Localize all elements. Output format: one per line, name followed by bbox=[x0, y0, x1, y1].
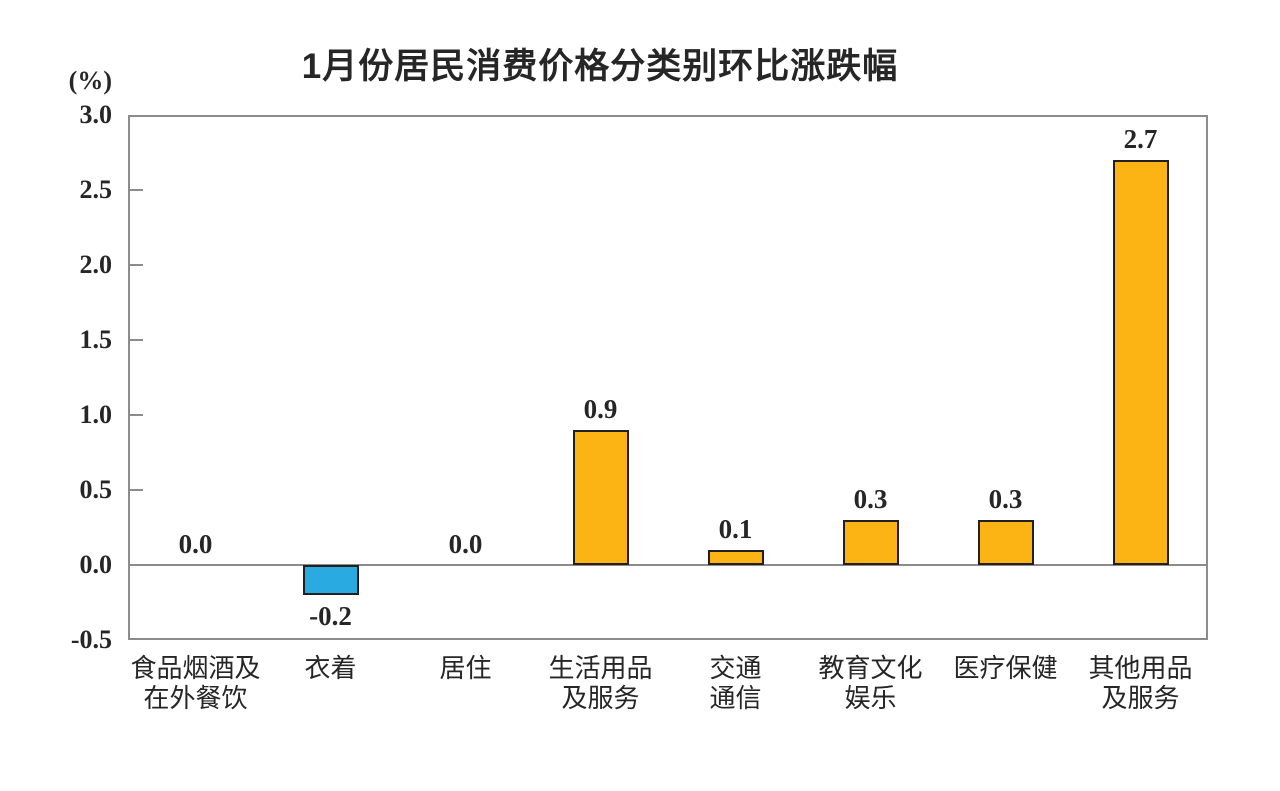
category-label-line: 食品烟酒及 bbox=[130, 654, 261, 683]
category-label-4: 生活用品 及服务 bbox=[531, 654, 670, 714]
value-label-5: 0.1 bbox=[718, 514, 753, 544]
category-label-line: 衣着 bbox=[304, 654, 357, 683]
category-label-7: 医疗保健 bbox=[936, 654, 1075, 684]
bar-5 bbox=[707, 550, 764, 565]
bar-4 bbox=[572, 430, 629, 565]
y-axis-tick-label: -0.5 bbox=[70, 625, 112, 654]
zero-baseline bbox=[128, 564, 1208, 566]
y-axis-tick-mark bbox=[130, 264, 143, 266]
y-axis-unit-label: (%) bbox=[68, 66, 112, 95]
y-axis-tick-label: 1.0 bbox=[79, 400, 113, 429]
y-axis-tick-label: 0.5 bbox=[79, 475, 113, 504]
bar-6 bbox=[842, 520, 899, 565]
category-label-3: 居住 bbox=[396, 654, 535, 684]
y-axis-tick-mark bbox=[130, 189, 143, 191]
category-label-line: 医疗保健 bbox=[953, 654, 1058, 683]
y-axis-tick-label: 2.0 bbox=[79, 250, 113, 279]
value-label-3: 0.0 bbox=[448, 529, 483, 559]
y-axis-tick-label: 1.5 bbox=[79, 325, 113, 354]
bar-2 bbox=[302, 565, 359, 595]
y-axis-tick-mark bbox=[130, 414, 143, 416]
category-label-6: 教育文化 娱乐 bbox=[801, 654, 940, 714]
category-label-line: 娱乐 bbox=[844, 684, 897, 713]
category-label-5: 交通 通信 bbox=[666, 654, 805, 714]
category-label-line: 及服务 bbox=[1101, 684, 1180, 713]
value-label-6: 0.3 bbox=[853, 484, 888, 514]
category-label-2: 衣着 bbox=[261, 654, 400, 684]
bar-8 bbox=[1112, 160, 1169, 565]
plot-area bbox=[128, 115, 1208, 640]
bar-7 bbox=[977, 520, 1034, 565]
value-label-7: 0.3 bbox=[988, 484, 1023, 514]
category-label-line: 生活用品 bbox=[548, 654, 653, 683]
category-label-8: 其他用品 及服务 bbox=[1071, 654, 1210, 714]
value-label-8: 2.7 bbox=[1123, 124, 1158, 154]
chart-title: 1月份居民消费价格分类别环比涨跌幅 bbox=[301, 47, 899, 86]
value-label-1: 0.0 bbox=[178, 529, 213, 559]
category-label-line: 在外餐饮 bbox=[143, 684, 248, 713]
category-label-line: 居住 bbox=[439, 654, 492, 683]
category-label-line: 通信 bbox=[709, 684, 762, 713]
y-axis-tick-mark bbox=[130, 339, 143, 341]
y-axis-tick-mark bbox=[130, 489, 143, 491]
category-label-1: 食品烟酒及 在外餐饮 bbox=[126, 654, 265, 714]
category-label-line: 交通 bbox=[709, 654, 762, 683]
y-axis-tick-label: 0.0 bbox=[79, 550, 113, 579]
y-axis-tick-label: 3.0 bbox=[79, 100, 113, 129]
y-axis-tick-label: 2.5 bbox=[79, 175, 113, 204]
value-label-4: 0.9 bbox=[583, 394, 618, 424]
value-label-2: -0.2 bbox=[309, 601, 352, 631]
category-label-line: 及服务 bbox=[561, 684, 640, 713]
category-label-line: 教育文化 bbox=[818, 654, 923, 683]
category-label-line: 其他用品 bbox=[1088, 654, 1193, 683]
